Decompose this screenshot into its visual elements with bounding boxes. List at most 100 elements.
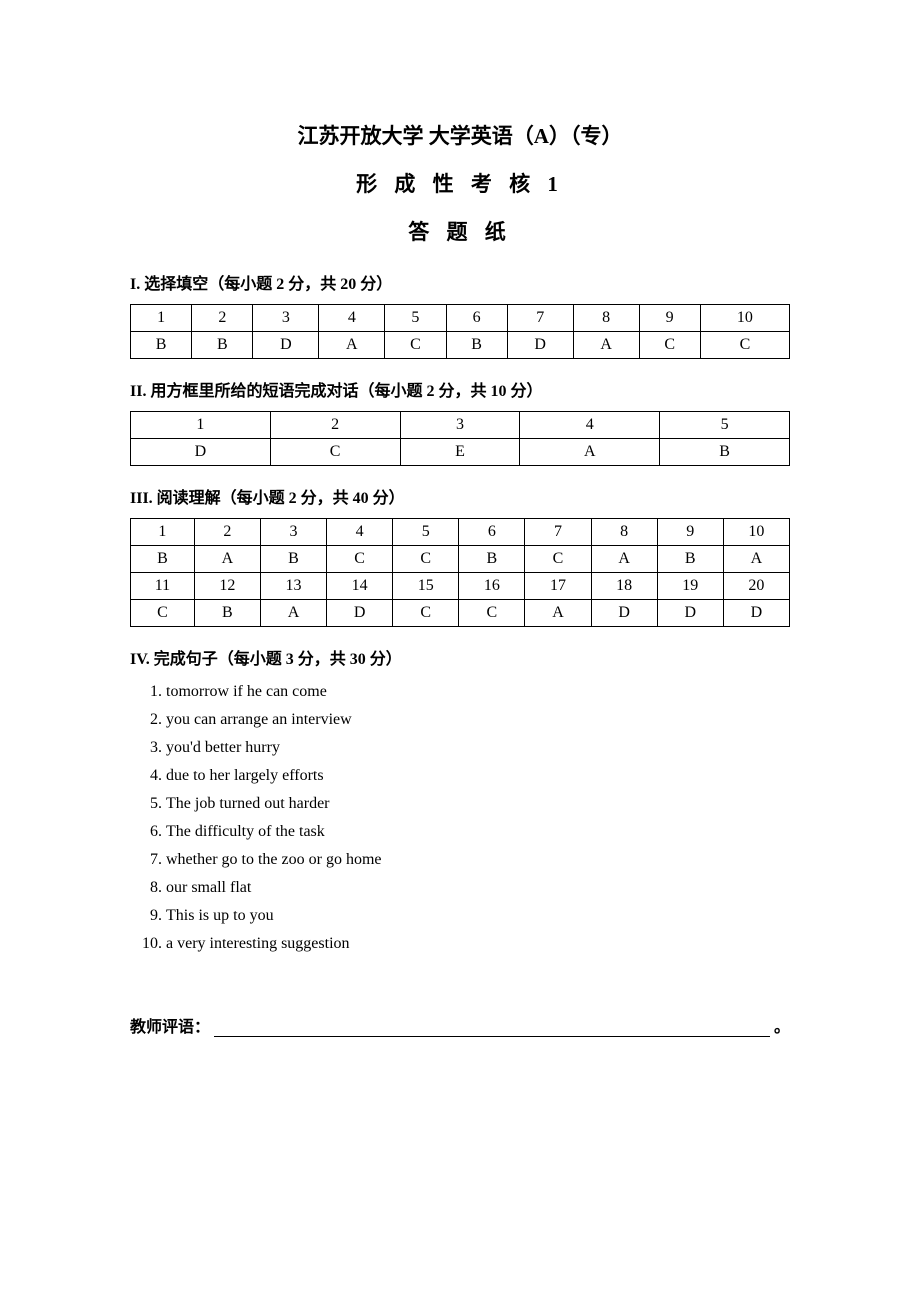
item-num: 7. — [142, 851, 166, 869]
item-text: This is up to you — [166, 907, 274, 925]
table-cell: 20 — [723, 573, 789, 600]
item-text: whether go to the zoo or go home — [166, 851, 382, 869]
table-cell: D — [507, 332, 573, 359]
table-row: B B D A C B D A C C — [131, 332, 790, 359]
table-cell: 7 — [525, 519, 591, 546]
table-cell: 2 — [192, 305, 253, 332]
table-cell: D — [657, 600, 723, 627]
table-cell: 18 — [591, 573, 657, 600]
list-item: 2.you can arrange an interview — [130, 711, 790, 729]
teacher-label: 教师评语： — [130, 1013, 210, 1037]
table-cell: 10 — [723, 519, 789, 546]
table-cell: 1 — [131, 519, 195, 546]
table-cell: B — [131, 332, 192, 359]
item-num: 5. — [142, 795, 166, 813]
table-cell: 4 — [520, 412, 660, 439]
table-row: 11 12 13 14 15 16 17 18 19 20 — [131, 573, 790, 600]
table-cell: 8 — [573, 305, 639, 332]
sentences-list: 1.tomorrow if he can come 2.you can arra… — [130, 683, 790, 953]
table-cell: B — [660, 439, 790, 466]
table-cell: B — [194, 600, 260, 627]
item-num: 10. — [142, 935, 166, 953]
item-num: 6. — [142, 823, 166, 841]
table-cell: 14 — [327, 573, 393, 600]
table-row: 1 2 3 4 5 6 7 8 9 10 — [131, 519, 790, 546]
item-num: 4. — [142, 767, 166, 785]
list-item: 9.This is up to you — [130, 907, 790, 925]
table-row: 1 2 3 4 5 6 7 8 9 10 — [131, 305, 790, 332]
table-cell: 9 — [639, 305, 700, 332]
table-cell: 8 — [591, 519, 657, 546]
table-row: D C E A B — [131, 439, 790, 466]
table-cell: 13 — [260, 573, 326, 600]
item-text: a very interesting suggestion — [166, 935, 350, 953]
table-cell: B — [657, 546, 723, 573]
table-row: B A B C C B C A B A — [131, 546, 790, 573]
table-cell: 2 — [270, 412, 400, 439]
item-text: tomorrow if he can come — [166, 683, 327, 701]
exam-type: 形 成 性 考 核 1 — [130, 168, 790, 198]
table-row: 1 2 3 4 5 — [131, 412, 790, 439]
list-item: 7.whether go to the zoo or go home — [130, 851, 790, 869]
table-cell: E — [400, 439, 520, 466]
table-cell: D — [723, 600, 789, 627]
table-cell: D — [253, 332, 319, 359]
table-cell: 6 — [459, 519, 525, 546]
comment-underline — [214, 1036, 770, 1037]
table-cell: B — [446, 332, 507, 359]
table-cell: 19 — [657, 573, 723, 600]
table-cell: 5 — [393, 519, 459, 546]
list-item: 4.due to her largely efforts — [130, 767, 790, 785]
table-cell: 7 — [507, 305, 573, 332]
table-cell: 11 — [131, 573, 195, 600]
paper-label: 答 题 纸 — [130, 216, 790, 246]
table-cell: 3 — [400, 412, 520, 439]
table-cell: 5 — [385, 305, 446, 332]
table-cell: A — [573, 332, 639, 359]
list-item: 3.you'd better hurry — [130, 739, 790, 757]
item-num: 3. — [142, 739, 166, 757]
table-cell: C — [327, 546, 393, 573]
table-cell: 10 — [700, 305, 789, 332]
item-text: you'd better hurry — [166, 739, 280, 757]
table-cell: A — [520, 439, 660, 466]
table-cell: C — [525, 546, 591, 573]
list-item: 5.The job turned out harder — [130, 795, 790, 813]
table-cell: 16 — [459, 573, 525, 600]
table-cell: 4 — [319, 305, 385, 332]
section1-table: 1 2 3 4 5 6 7 8 9 10 B B D A C B D A C C — [130, 304, 790, 359]
table-cell: C — [639, 332, 700, 359]
section3-title: III. 阅读理解（每小题 2 分，共 40 分） — [130, 484, 790, 508]
section2-title: II. 用方框里所给的短语完成对话（每小题 2 分，共 10 分） — [130, 377, 790, 401]
table-cell: B — [260, 546, 326, 573]
item-num: 8. — [142, 879, 166, 897]
table-cell: 5 — [660, 412, 790, 439]
table-cell: 3 — [253, 305, 319, 332]
section4-title: IV. 完成句子（每小题 3 分，共 30 分） — [130, 645, 790, 669]
item-text: The difficulty of the task — [166, 823, 325, 841]
table-cell: C — [270, 439, 400, 466]
table-cell: 9 — [657, 519, 723, 546]
table-cell: B — [459, 546, 525, 573]
table-cell: A — [194, 546, 260, 573]
table-cell: 3 — [260, 519, 326, 546]
teacher-comment: 教师评语： 。 — [130, 1013, 790, 1037]
table-cell: 2 — [194, 519, 260, 546]
item-num: 9. — [142, 907, 166, 925]
table-cell: B — [192, 332, 253, 359]
table-cell: A — [260, 600, 326, 627]
list-item: 8.our small flat — [130, 879, 790, 897]
table-cell: C — [393, 546, 459, 573]
list-item: 10.a very interesting suggestion — [130, 935, 790, 953]
section1-title: I. 选择填空（每小题 2 分，共 20 分） — [130, 270, 790, 294]
table-cell: C — [393, 600, 459, 627]
table-cell: D — [327, 600, 393, 627]
table-row: C B A D C C A D D D — [131, 600, 790, 627]
item-text: our small flat — [166, 879, 251, 897]
table-cell: 4 — [327, 519, 393, 546]
section2-table: 1 2 3 4 5 D C E A B — [130, 411, 790, 466]
university-title: 江苏开放大学 大学英语（A）（专） — [130, 120, 790, 150]
list-item: 6.The difficulty of the task — [130, 823, 790, 841]
item-num: 2. — [142, 711, 166, 729]
table-cell: 6 — [446, 305, 507, 332]
